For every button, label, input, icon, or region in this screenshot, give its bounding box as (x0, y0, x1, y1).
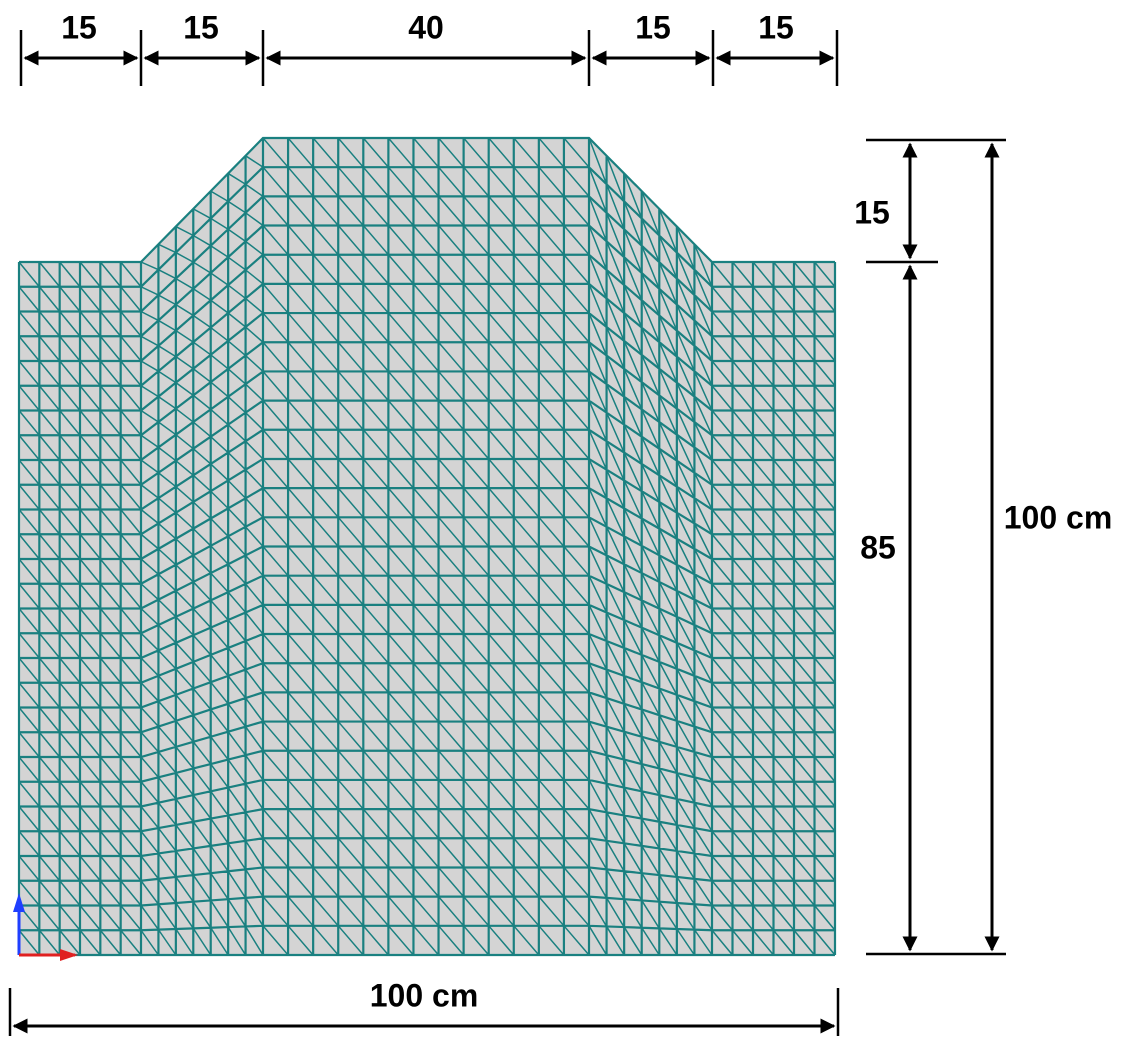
dim-label: 15 (183, 9, 219, 45)
dim-label: 100 cm (370, 977, 479, 1013)
mesh-diagonals (18, 137, 836, 956)
dim-label: 15 (854, 194, 890, 230)
mesh (17, 136, 837, 957)
bottom-dimension: 100 cm (8, 977, 840, 1036)
dim-label: 15 (758, 9, 794, 45)
dim-label: 40 (408, 9, 444, 45)
right-dimensions: 15 85 100 cm (854, 138, 1113, 956)
dim-label: 100 cm (1004, 499, 1113, 535)
dim-label: 85 (860, 529, 896, 565)
mesh-grid (17, 136, 837, 957)
axis-x-head (60, 949, 78, 961)
dim-label: 15 (635, 9, 671, 45)
axis-y-head (13, 893, 25, 912)
top-dimensions: 15 15 40 15 15 (19, 9, 839, 86)
dim-label: 15 (61, 9, 97, 45)
